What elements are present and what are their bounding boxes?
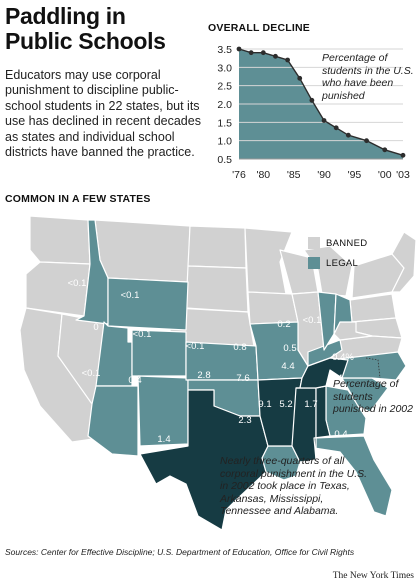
headline-line-2: Public Schools	[5, 28, 166, 54]
state-or	[25, 261, 91, 317]
x-tick-label: '80	[256, 169, 270, 181]
decline-annotation: Percentage of students in the U.S. who h…	[322, 52, 414, 102]
state-mn	[244, 227, 293, 295]
map-value-ga: 1.7	[304, 399, 317, 410]
y-tick-label: 3.5	[217, 44, 232, 56]
map-value-mo: 0.8	[233, 342, 246, 353]
data-point	[285, 57, 290, 63]
map-value-ks: <0.1	[186, 341, 205, 352]
state-az	[87, 385, 139, 457]
data-point	[273, 53, 278, 59]
chart-y-ticks: 0.5 1.0 1.5 2.0 2.5 3.0 3.5	[217, 44, 232, 166]
state-nd	[187, 225, 247, 269]
x-tick-label: '95	[348, 169, 362, 181]
state-oh	[333, 293, 353, 335]
map-annotation: Percentage of students punished in 2002	[333, 378, 413, 415]
data-point	[345, 132, 351, 138]
map-value-sc: 0.4	[329, 373, 342, 384]
map-value-tx: 1.4	[157, 434, 170, 445]
x-tick-label: '90	[317, 169, 331, 181]
map-value-id: <0.1	[68, 278, 87, 289]
legend-swatch-banned	[308, 237, 320, 249]
state-sd	[185, 265, 249, 313]
state-tx	[139, 389, 269, 531]
x-tick-label: '85	[287, 169, 301, 181]
map-value-wy: <0.1	[121, 290, 140, 301]
x-tick-label: '00	[378, 169, 392, 181]
decline-line-chart: 0.5 1.0 1.5 2.0 2.5 3.0 3.5 '76 '80 '85 '90 '95 '00…	[217, 44, 410, 181]
data-point	[236, 46, 242, 52]
headline: Paddling in Public Schools	[5, 4, 205, 54]
map-value-ky: 0.5	[283, 343, 296, 354]
state-ky	[307, 339, 343, 367]
map-value-fl: 0.4	[334, 429, 347, 440]
decline-series-area	[239, 49, 403, 159]
data-point	[309, 97, 315, 103]
map-value-tn: 4.4	[281, 361, 294, 372]
data-point	[297, 75, 303, 81]
data-point	[333, 125, 339, 131]
data-point	[400, 152, 406, 158]
map-value-nm: 0.4	[128, 375, 141, 386]
map-value-labels: <0.1 <0.1 0 <0.1 <0.1 0.4 <0.1 2.8 0.8 7…	[68, 278, 355, 445]
legend-label-banned: BANNED	[326, 237, 368, 249]
annotation-leader-line	[365, 357, 381, 379]
data-point	[260, 50, 266, 56]
map-value-la: 2.3	[238, 415, 251, 426]
credit-line: The New York Times	[332, 571, 414, 581]
x-tick-label: '03	[396, 169, 410, 181]
legend-item-banned: BANNED	[308, 236, 367, 250]
map-value-ut: 0	[93, 322, 98, 333]
map-value-in: 0.2	[277, 319, 290, 330]
map-value-oh: <0.1	[303, 315, 322, 326]
state-wy	[107, 277, 189, 331]
state-pa	[349, 293, 397, 323]
map-value-ok: 2.8	[197, 370, 210, 381]
legend-item-legal: LEGAL	[308, 256, 367, 270]
map-value-al: 5.2	[279, 399, 292, 410]
chart-x-ticks: '76 '80 '85 '90 '95 '00 '03	[232, 169, 410, 181]
map-value-nc: 0.4%	[332, 352, 354, 363]
state-new-england	[391, 231, 417, 293]
state-tn	[295, 357, 349, 389]
y-tick-label: 2.0	[217, 99, 232, 111]
map-value-co: <0.1	[133, 329, 152, 340]
y-tick-label: 3.0	[217, 62, 232, 74]
data-point	[382, 147, 388, 153]
legend-swatch-legal	[308, 257, 320, 269]
state-fl	[313, 435, 393, 517]
data-point	[321, 118, 327, 123]
map-value-ar: 7.6	[236, 373, 249, 384]
map-states	[19, 215, 417, 531]
data-point	[364, 138, 369, 144]
x-tick-label: '76	[232, 169, 246, 181]
y-tick-label: 2.5	[217, 81, 232, 93]
us-states-map: <0.1 <0.1 0 <0.1 <0.1 0.4 <0.1 2.8 0.8 7…	[19, 215, 417, 531]
map-value-ms: 9.1	[258, 399, 271, 410]
state-mt	[94, 219, 191, 283]
states-heading: COMMON IN A FEW STATES	[5, 193, 151, 205]
intro-text: Educators may use corporal punishment to…	[5, 68, 201, 160]
chart-grid	[239, 48, 403, 160]
map-callout: Nearly three-quarters of all corporal pu…	[220, 455, 368, 517]
map-legend: BANNED LEGAL	[308, 236, 367, 276]
decline-heading: OVERALL DECLINE	[208, 22, 310, 34]
y-tick-label: 1.0	[217, 136, 232, 148]
sources-note: Sources: Center for Effective Discipline…	[5, 547, 355, 557]
headline-line-1: Paddling in	[5, 3, 126, 29]
map-value-az: <0.1	[82, 368, 101, 379]
y-tick-label: 1.5	[217, 117, 232, 129]
legend-label-legal: LEGAL	[326, 257, 359, 269]
state-wa	[29, 215, 91, 265]
y-tick-label: 0.5	[217, 154, 232, 166]
decline-series-points	[236, 46, 406, 158]
data-point	[248, 50, 254, 56]
